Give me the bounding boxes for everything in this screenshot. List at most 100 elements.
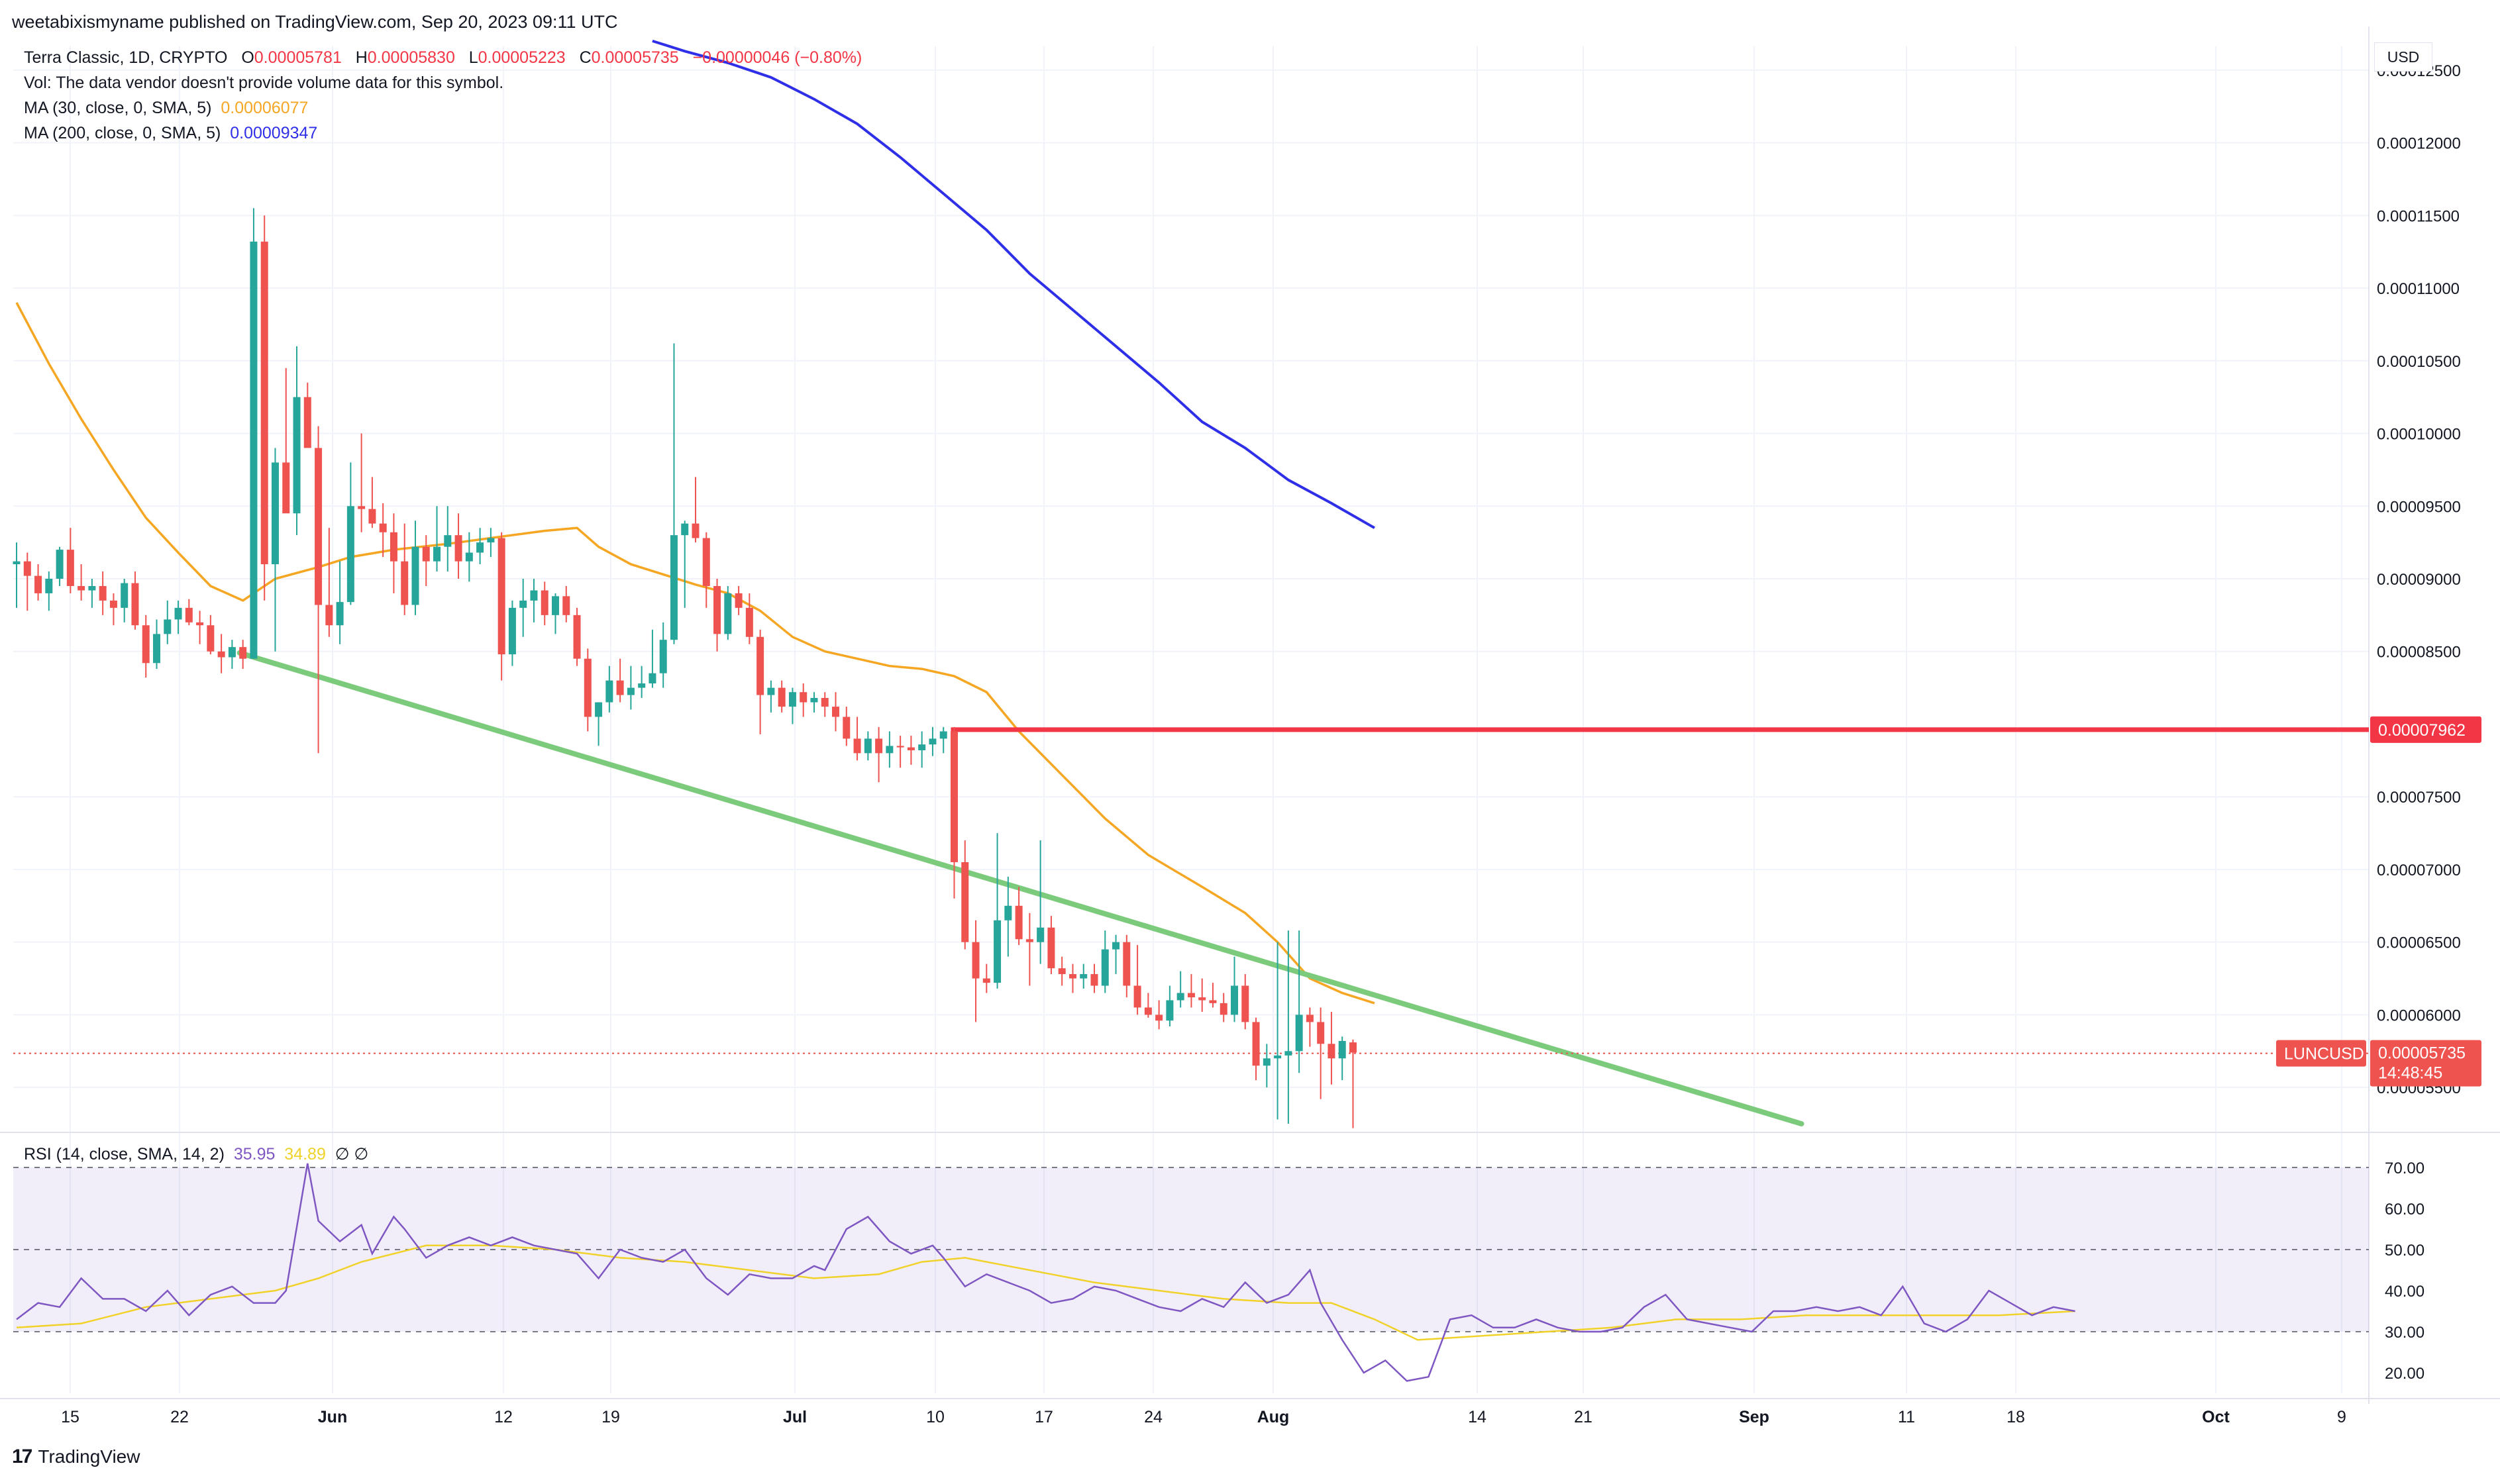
- price-axis-label: 0.00012000: [2377, 135, 2461, 153]
- support-trendline: [236, 650, 1804, 1127]
- candle: [196, 611, 204, 644]
- candle: [864, 731, 872, 761]
- candle-body: [702, 538, 710, 586]
- tradingview-footer[interactable]: 17 TradingView: [12, 1446, 140, 1468]
- candle-body: [1080, 973, 1088, 979]
- candle-body: [778, 687, 786, 707]
- candle: [573, 607, 581, 666]
- candle: [1220, 993, 1227, 1022]
- candle: [1058, 956, 1066, 986]
- symbol-title: Terra Classic, 1D, CRYPTO: [24, 48, 228, 67]
- candle: [605, 666, 613, 713]
- candle: [756, 629, 764, 734]
- price-axis-label: 0.00007500: [2377, 789, 2461, 807]
- currency-button[interactable]: USD: [2374, 42, 2432, 72]
- candle-body: [896, 746, 904, 748]
- candle: [810, 692, 818, 713]
- candle-body: [88, 585, 96, 591]
- time-axis-label: Oct: [2202, 1408, 2230, 1426]
- candle: [853, 717, 861, 761]
- candle: [142, 615, 150, 678]
- candle: [832, 692, 840, 732]
- candle-body: [638, 683, 646, 688]
- rsi-line: [16, 1163, 2075, 1382]
- candle-body: [1295, 1014, 1303, 1052]
- candle-body: [875, 738, 883, 754]
- candle-body: [196, 622, 204, 626]
- candle: [174, 600, 182, 634]
- time-axis-label: 18: [2006, 1408, 2025, 1426]
- candle: [541, 581, 548, 626]
- rsi-legend[interactable]: RSI (14, close, SMA, 14, 2) 35.95 34.89 …: [24, 1144, 368, 1164]
- candle: [1155, 1000, 1163, 1030]
- candle: [346, 462, 354, 605]
- candle: [1328, 1012, 1335, 1085]
- candle: [530, 579, 538, 622]
- candle-body: [78, 585, 85, 591]
- candle-body: [228, 647, 236, 658]
- candle-body: [810, 697, 818, 703]
- candle-body: [530, 590, 538, 601]
- candle: [584, 648, 592, 732]
- candle: [217, 634, 225, 673]
- last-price-badge-text: 0.00005735: [2378, 1044, 2466, 1063]
- candle-body: [756, 636, 764, 695]
- close-value: 0.00005735: [591, 48, 679, 67]
- candle-body: [336, 602, 344, 626]
- candle: [552, 593, 559, 634]
- candle-body: [142, 625, 150, 664]
- candle: [1068, 964, 1076, 993]
- candle: [1133, 945, 1141, 1015]
- candle: [207, 615, 215, 655]
- candle-body: [1328, 1044, 1335, 1059]
- candle: [649, 629, 656, 688]
- tradingview-logo-icon: 17: [12, 1446, 32, 1467]
- candle: [131, 571, 139, 630]
- candle-body: [1231, 985, 1239, 1015]
- candle: [325, 528, 333, 637]
- time-axis-label: 22: [170, 1408, 189, 1426]
- candle-body: [1284, 1051, 1292, 1056]
- candle-body: [250, 241, 258, 659]
- rsi-axis-label: 30.00: [2385, 1324, 2424, 1342]
- candle: [896, 736, 904, 768]
- time-axis-label: Jun: [318, 1408, 347, 1426]
- candle-body: [121, 583, 129, 608]
- candle-body: [1090, 973, 1098, 986]
- candle: [843, 707, 851, 746]
- candle-body: [476, 542, 484, 553]
- candle: [23, 552, 31, 611]
- candle-body: [616, 680, 624, 695]
- candle-body: [670, 535, 678, 640]
- ma200-value: 0.00009347: [230, 124, 318, 142]
- candle-body: [1198, 997, 1206, 1001]
- time-axis-label: Sep: [1739, 1408, 1769, 1426]
- symbol-ohlc-row[interactable]: Terra Classic, 1D, CRYPTO O0.00005781 H0…: [24, 45, 862, 70]
- candle: [422, 535, 430, 586]
- candle-body: [832, 707, 840, 717]
- candle: [1252, 1017, 1260, 1081]
- candle-body: [724, 593, 732, 634]
- candle: [1166, 985, 1174, 1026]
- time-axis-label: 14: [1468, 1408, 1486, 1426]
- candle: [1284, 930, 1292, 1124]
- candle-body: [562, 596, 570, 615]
- rsi-ma-value: 34.89: [284, 1145, 326, 1163]
- ma200-legend[interactable]: MA (200, close, 0, SMA, 5) 0.00009347: [24, 121, 862, 146]
- candle-body: [552, 596, 559, 615]
- candle-body: [843, 717, 851, 739]
- candle: [1123, 934, 1131, 998]
- ma30-legend[interactable]: MA (30, close, 0, SMA, 5) 0.00006077: [24, 95, 862, 121]
- candle: [745, 593, 753, 644]
- candle-body: [422, 546, 430, 562]
- candle: [616, 658, 624, 703]
- candle: [444, 506, 452, 572]
- high-label: H: [355, 48, 368, 67]
- candle-body: [1263, 1058, 1271, 1066]
- candle: [401, 523, 409, 615]
- candle-body: [1220, 1003, 1227, 1015]
- candle-body: [1155, 1014, 1163, 1021]
- candle: [681, 520, 689, 608]
- candle-body: [1317, 1022, 1325, 1044]
